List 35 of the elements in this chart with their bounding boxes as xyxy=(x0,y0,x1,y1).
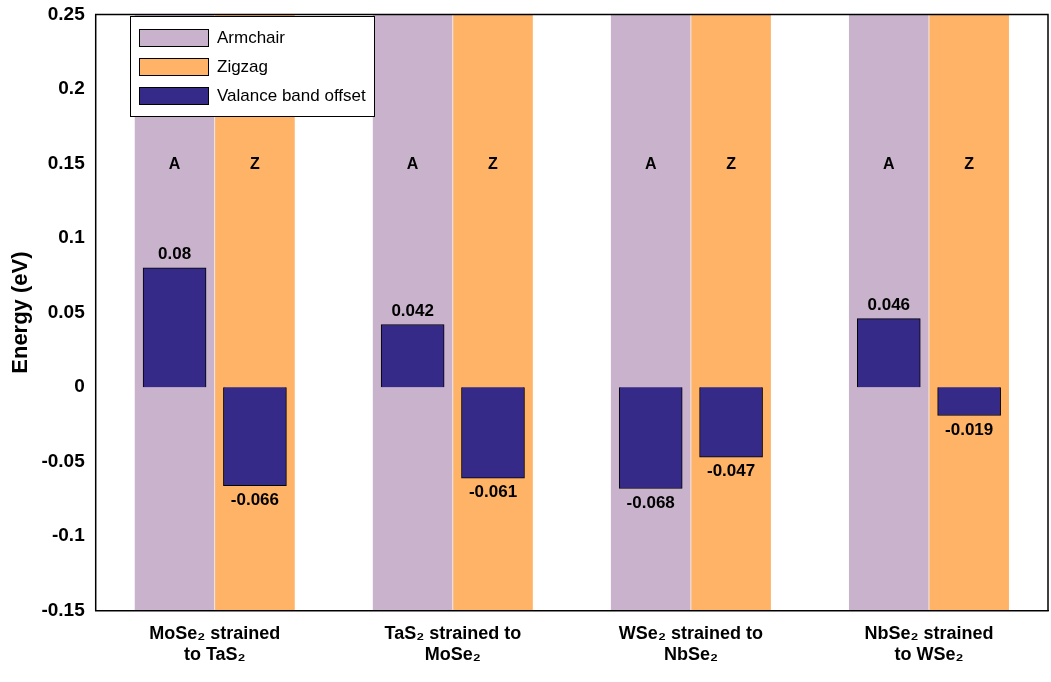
data-label: A xyxy=(644,154,657,172)
legend-label: Valance band offset xyxy=(217,85,366,106)
bar xyxy=(372,14,453,611)
data-label: -0.061 xyxy=(468,482,518,502)
x-tick-label: WSe₂ strained to NbSe₂ xyxy=(618,622,763,665)
data-label: 0.046 xyxy=(867,294,911,314)
y-tick-label: 0.05 xyxy=(47,300,86,322)
y-tick-label: -0.15 xyxy=(41,599,86,621)
y-tick-label: 0.15 xyxy=(47,151,86,173)
data-label: Z xyxy=(488,154,499,172)
x-tick-label: MoSe₂ strained to TaS₂ xyxy=(149,622,281,665)
y-tick-label: -0.1 xyxy=(51,524,86,546)
data-label: 0.08 xyxy=(158,244,192,264)
x-tick-label: TaS₂ strained to MoSe₂ xyxy=(384,622,522,665)
data-label: Z xyxy=(250,154,261,172)
data-label: -0.068 xyxy=(626,492,675,512)
x-tick-label: NbSe₂ strained to WSe₂ xyxy=(864,622,994,665)
data-label: A xyxy=(406,154,419,172)
legend-label: Zigzag xyxy=(217,56,269,77)
y-tick-label: 0.1 xyxy=(58,226,86,248)
data-label: A xyxy=(168,154,181,172)
y-tick-label: 0.25 xyxy=(47,2,86,24)
data-label: Z xyxy=(964,154,975,172)
y-tick-label: 0 xyxy=(74,375,85,397)
data-label: -0.066 xyxy=(230,489,280,509)
legend-label: Armchair xyxy=(217,27,286,48)
data-label: A xyxy=(883,154,896,172)
data-label: Z xyxy=(726,154,737,172)
y-axis-title: Energy (eV) xyxy=(7,251,33,374)
data-label: 0.042 xyxy=(391,300,434,320)
y-tick-label: 0.2 xyxy=(58,77,85,99)
data-label: -0.047 xyxy=(706,461,756,481)
data-label: -0.019 xyxy=(945,419,994,439)
bar xyxy=(929,14,1009,611)
y-tick-label: -0.05 xyxy=(41,449,86,471)
